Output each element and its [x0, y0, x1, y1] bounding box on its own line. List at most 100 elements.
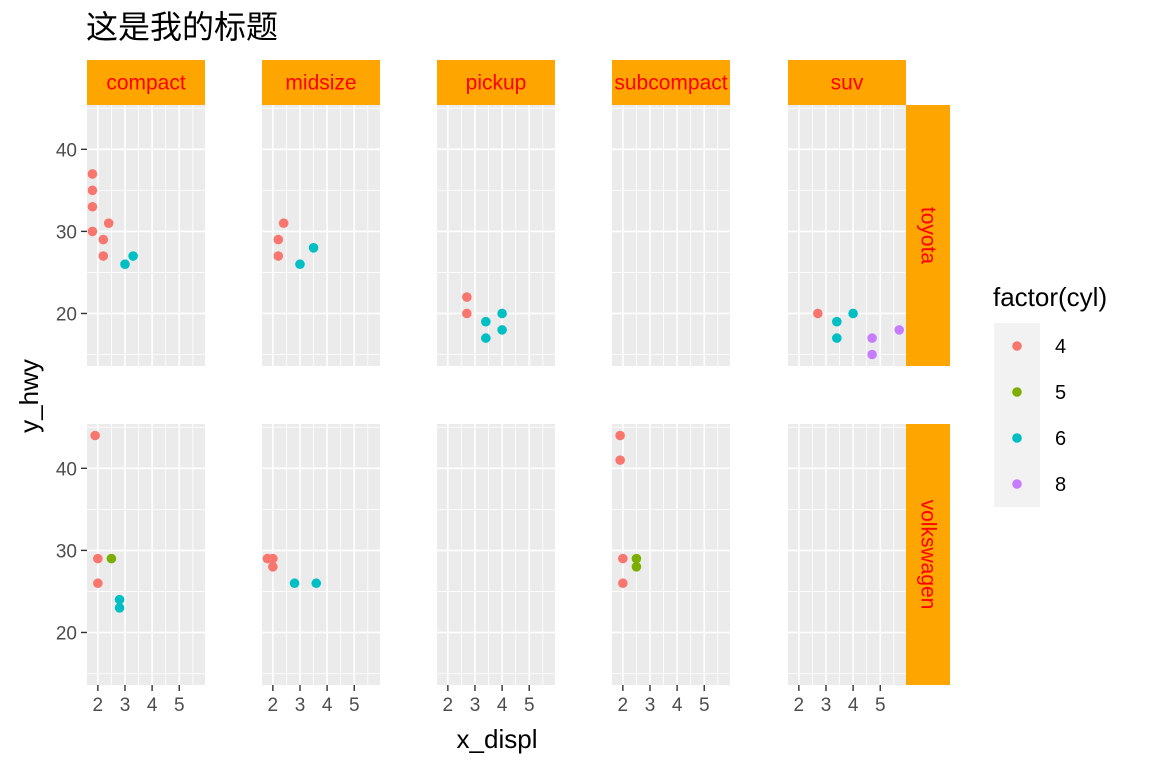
data-point [867, 333, 877, 343]
x-tick-label: 2 [443, 695, 454, 716]
data-point [497, 308, 507, 319]
data-point [289, 578, 300, 589]
column-strip-compact [87, 60, 205, 105]
facet-panel-volkswagen-subcompact [612, 424, 730, 685]
y-tick-label: 20 [56, 304, 77, 325]
data-point [128, 251, 138, 261]
facet-panel-toyota-compact [87, 105, 205, 366]
data-point [273, 251, 284, 261]
x-tick-label: 3 [470, 695, 481, 716]
x-tick-label: 5 [524, 695, 535, 716]
x-tick-label: 5 [875, 695, 886, 716]
y-tick-label: 30 [56, 222, 77, 243]
x-tick-label: 2 [618, 695, 629, 716]
x-tick-label: 4 [497, 695, 508, 716]
data-point [894, 325, 905, 335]
facet-panel-volkswagen-midsize [262, 424, 380, 685]
data-point [848, 308, 858, 319]
x-tick-label: 4 [848, 695, 859, 716]
x-tick-label: 2 [93, 695, 104, 716]
x-tick-label: 4 [147, 695, 158, 716]
x-axis-title: x_displ [457, 724, 538, 754]
panel-background [87, 105, 205, 366]
data-point [120, 259, 130, 270]
x-tick-label: 4 [322, 695, 333, 716]
data-point [308, 243, 319, 253]
y-axis-title: y_hwy [14, 359, 44, 433]
x-tick-label: 3 [120, 695, 131, 716]
facet-panel-toyota-subcompact [612, 105, 730, 366]
row-strip-volkswagen [906, 424, 950, 685]
row-strip-toyota [906, 105, 950, 366]
panel-background [262, 105, 380, 366]
panel-background [87, 424, 205, 685]
x-tick-label: 3 [645, 695, 656, 716]
data-point [615, 455, 625, 465]
legend-marker [1012, 479, 1022, 489]
panel-background [437, 105, 555, 366]
facet-panel-toyota-midsize [262, 105, 380, 366]
legend: 4 5 6 8 [994, 323, 1066, 507]
column-strip-label: suv [831, 72, 864, 95]
data-point [93, 553, 103, 564]
data-point [87, 201, 98, 212]
x-tick-label: 5 [699, 695, 710, 716]
legend-label: 5 [1055, 382, 1066, 404]
data-point [497, 325, 507, 335]
data-point [867, 349, 877, 360]
panel-background [612, 105, 730, 366]
legend-label: 6 [1055, 428, 1066, 450]
data-point [618, 578, 628, 589]
x-tick-label: 4 [672, 695, 683, 716]
column-strip-label: subcompact [614, 72, 727, 95]
x-tick-label: 3 [821, 695, 832, 716]
data-point [832, 316, 842, 327]
data-point [87, 185, 98, 196]
chart-title: 这是我的标题 [86, 8, 278, 46]
data-point [278, 218, 289, 228]
data-point [462, 292, 472, 302]
data-point [98, 234, 109, 245]
data-point [114, 594, 125, 605]
data-point [311, 578, 322, 589]
panel-background [437, 424, 555, 685]
legend-label: 4 [1055, 336, 1066, 358]
data-point [631, 553, 642, 564]
x-tick-label: 2 [794, 695, 805, 716]
legend-marker [1012, 341, 1022, 351]
y-tick-label: 40 [56, 140, 77, 161]
data-point [813, 308, 823, 319]
x-tick-label: 5 [174, 695, 185, 716]
data-point [106, 553, 117, 564]
legend-title: factor(cyl) [993, 282, 1107, 312]
data-point [87, 226, 98, 237]
column-strip-label: pickup [466, 72, 527, 95]
data-point [481, 316, 491, 327]
data-point [615, 430, 625, 441]
column-strip-midsize [262, 60, 380, 105]
data-point [93, 578, 103, 589]
column-strip-label: midsize [285, 72, 356, 95]
y-tick-label: 30 [56, 541, 77, 562]
legend-label: 8 [1055, 474, 1066, 496]
data-point [268, 562, 278, 572]
column-strip-subcompact [612, 60, 730, 105]
x-tick-label: 2 [268, 695, 279, 716]
legend-marker [1012, 387, 1022, 397]
y-tick-label: 20 [56, 623, 77, 644]
facet-panel-toyota-pickup [437, 105, 555, 366]
row-strip-label: volkswagen [917, 500, 940, 610]
data-point [295, 259, 305, 270]
data-point [462, 308, 472, 319]
data-point [618, 553, 628, 564]
panel-background [788, 424, 906, 685]
panel-background [262, 424, 380, 685]
data-point [98, 251, 109, 261]
data-point [273, 234, 284, 245]
data-point [90, 430, 100, 441]
column-strip-suv [788, 60, 906, 105]
facet-panel-volkswagen-pickup [437, 424, 555, 685]
facet-panel-toyota-suv [788, 105, 906, 366]
column-strip-label: compact [106, 72, 186, 95]
panel-background [612, 424, 730, 685]
